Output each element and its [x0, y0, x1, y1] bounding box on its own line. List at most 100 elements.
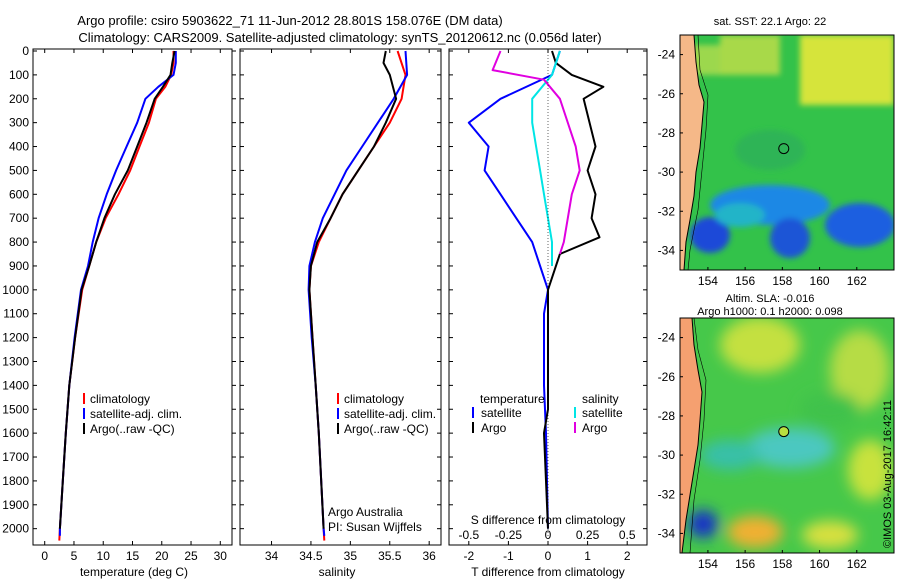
- temperature-series-group: [58, 50, 177, 541]
- sst-patch-cyan: [715, 203, 765, 227]
- sla-map-frame: [679, 317, 895, 554]
- map-x-tick-label: 156: [735, 557, 755, 571]
- series-line-satellite-adj-clim-: [58, 51, 177, 536]
- map-x-tick-label: 154: [698, 274, 718, 288]
- x-tick-label: 36: [422, 549, 436, 563]
- figure-title-line2: Climatology: CARS2009. Satellite-adjuste…: [78, 30, 601, 45]
- sal-legend-argo: Argo(..raw -QC): [344, 422, 429, 436]
- series-line-climatology: [308, 50, 407, 541]
- salinity-x-axis: 34 34.5 35 35.5 36: [265, 49, 436, 563]
- map-y-tick-label: -30: [658, 448, 676, 462]
- sst-map-axes: 154 156 158 160 162 -24 -26 -28 -30 -32 -34: [658, 48, 867, 288]
- depth-tick-label: 1900: [2, 498, 29, 512]
- salinity-series-group: [307, 50, 409, 541]
- series-line-argo-raw-qc-: [58, 50, 176, 529]
- depth-tick-label: 600: [9, 187, 29, 201]
- difference-legend: temperature salinity satellite Argo sate…: [472, 392, 623, 435]
- sst-map-shelf: [687, 35, 709, 270]
- x-tick-label: 0: [41, 549, 48, 563]
- x-tick-label: 0: [545, 549, 552, 563]
- sla-map-field: [688, 318, 892, 549]
- map-y-tick-label: -28: [658, 126, 676, 140]
- diff-legend-temp-satellite: satellite: [481, 406, 522, 420]
- series-line-salinity-satellite: [531, 50, 561, 266]
- sst-patch-blue-sc: [770, 218, 810, 258]
- depth-tick-label: 1600: [2, 426, 29, 440]
- map-x-tick-label: 162: [847, 557, 867, 571]
- depth-tick-label: 300: [9, 116, 29, 130]
- map-y-tick-label: -34: [658, 526, 676, 540]
- imos-watermark: ©IMOS 03-Aug-2017 16:42:11: [882, 400, 894, 548]
- x-tick-label-top: 0.25: [576, 528, 600, 542]
- sla-map-axes: 154 156 158 160 162 -24 -26 -28 -30 -32 -34: [658, 331, 867, 571]
- sla-map-coast: [680, 318, 703, 553]
- depth-tick-label: 700: [9, 211, 29, 225]
- map-x-tick-label: 158: [772, 557, 792, 571]
- series-line-temperature-satellite: [467, 50, 561, 529]
- salinity-xlabel: salinity: [319, 565, 356, 579]
- sst-patch-warm-ne: [800, 35, 894, 105]
- map-y-tick-label: -24: [658, 48, 676, 62]
- sal-legend-satellite: satellite-adj. clim.: [344, 407, 436, 421]
- temperature-legend: climatology satellite-adj. clim. Argo(..…: [83, 392, 182, 436]
- x-tick-label: 10: [97, 549, 111, 563]
- x-tick-label: 34: [265, 549, 279, 563]
- sla-argo-marker: [778, 426, 790, 438]
- sla-map-title: Altim. SLA: -0.016: [726, 293, 815, 305]
- sla-patch-cyan-w: [700, 440, 760, 470]
- sst-map-field: [690, 35, 894, 258]
- sal-legend-climatology: climatology: [344, 392, 404, 406]
- temperature-x-axis: 0 5 10 15 20 25 30: [41, 49, 227, 563]
- map-y-tick-label: -26: [658, 87, 676, 101]
- series-line-satellite-adj-clim-: [307, 50, 409, 536]
- sla-patch-orange-s: [727, 516, 783, 548]
- sla-map-subtitle: Argo h1000: 0.1 h2000: 0.098: [697, 306, 843, 318]
- sla-patch-yellow-e: [848, 440, 892, 500]
- sst-patch-blue-se: [825, 203, 894, 247]
- x-tick-label-top: -0.25: [495, 528, 523, 542]
- map-x-tick-label: 156: [735, 274, 755, 288]
- x-tick-label: -1: [503, 549, 514, 563]
- map-y-tick-label: -32: [658, 204, 676, 218]
- series-line-climatology: [58, 51, 175, 541]
- x-tick-label: 15: [126, 549, 140, 563]
- credit-organisation: Argo Australia: [328, 505, 403, 519]
- map-y-tick-label: -32: [658, 487, 676, 501]
- x-tick-label: 5: [71, 549, 78, 563]
- x-tick-label: 25: [184, 549, 198, 563]
- sla-patch-cyan-c: [745, 428, 835, 468]
- depth-tick-label: 100: [9, 68, 29, 82]
- depth-tick-label: 800: [9, 235, 29, 249]
- depth-tick-label: 500: [9, 163, 29, 177]
- depth-tick-label: 900: [9, 259, 29, 273]
- salinity-legend: climatology satellite-adj. clim. Argo(..…: [337, 392, 436, 436]
- x-tick-label: 20: [155, 549, 169, 563]
- map-y-tick-label: -24: [658, 331, 676, 345]
- difference-xlabel-top: S difference from climatology: [471, 513, 626, 527]
- credit-pi: PI: Susan Wijffels: [328, 520, 422, 534]
- x-tick-label: 35: [344, 549, 358, 563]
- sla-map-shelf: [689, 318, 707, 553]
- series-line-argo-raw-qc-: [308, 50, 398, 529]
- diff-legend-sal-argo: Argo: [582, 421, 608, 435]
- diff-legend-temp-argo: Argo: [481, 421, 507, 435]
- map-x-tick-label: 160: [810, 274, 830, 288]
- sst-patch-blue-sw: [690, 217, 730, 253]
- x-tick-label: 34.5: [299, 549, 323, 563]
- x-tick-label-top: -0.5: [458, 528, 479, 542]
- map-x-tick-label: 154: [698, 557, 718, 571]
- depth-tick-label: 1500: [2, 402, 29, 416]
- sst-map-frame: [679, 34, 895, 271]
- x-tick-label: -2: [463, 549, 474, 563]
- series-line-salinity-argo: [491, 50, 581, 255]
- map-x-tick-label: 162: [847, 274, 867, 288]
- salinity-panel-frame: [239, 48, 442, 546]
- sla-patch-yellow-s: [802, 521, 858, 549]
- temp-legend-satellite: satellite-adj. clim.: [90, 407, 182, 421]
- difference-xlabel: T difference from climatology: [471, 565, 625, 579]
- sst-map-title: sat. SST: 22.1 Argo: 22: [714, 16, 827, 28]
- temperature-xlabel: temperature (deg C): [80, 565, 188, 579]
- diff-legend-title-temperature: temperature: [480, 392, 545, 406]
- figure-title-line1: Argo profile: csiro 5903622_71 11-Jun-20…: [77, 13, 502, 28]
